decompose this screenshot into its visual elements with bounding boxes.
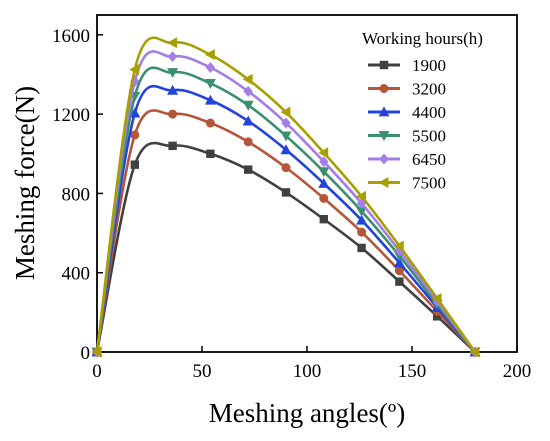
legend-item-5500: 5500 [368, 127, 446, 146]
series-4400 [91, 84, 481, 357]
data-point [356, 190, 366, 202]
data-point [357, 227, 367, 237]
legend-label: 6450 [412, 150, 446, 169]
series-7500 [91, 36, 480, 358]
legend-marker [379, 60, 389, 70]
data-point [319, 193, 329, 203]
data-point [205, 62, 216, 74]
data-point [318, 178, 330, 188]
legend-item-1900: 1900 [368, 56, 446, 75]
x-tick-label: 150 [398, 361, 427, 382]
legend-marker [378, 177, 389, 188]
y-axis-ticks: 0 400 800 1200 1600 [52, 26, 103, 364]
data-point [395, 277, 404, 286]
data-point [357, 243, 366, 253]
legend-item-3200: 3200 [368, 80, 446, 99]
legend-marker [378, 131, 390, 141]
legend-label: 1900 [412, 56, 446, 75]
data-point [242, 73, 253, 85]
data-point [167, 68, 179, 78]
data-point [168, 141, 177, 151]
x-tick-label: 100 [293, 361, 322, 382]
data-point [168, 109, 178, 119]
data-point [243, 85, 253, 97]
legend-item-6450: 6450 [368, 150, 446, 169]
y-tick-label: 800 [62, 184, 91, 205]
legend-label: 5500 [412, 127, 446, 146]
data-point [394, 245, 405, 257]
data-point [244, 165, 253, 174]
data-point [91, 346, 102, 358]
data-point [130, 75, 140, 87]
y-axis-title: Meshing force(N) [10, 86, 40, 280]
legend: Working hours(h) 1900 3200 4400 5500 6450 750… [362, 29, 483, 193]
data-point [167, 51, 178, 63]
data-point [393, 240, 404, 252]
legend-marker [379, 153, 389, 165]
data-point [280, 131, 292, 142]
data-point [318, 167, 330, 178]
data-point [356, 214, 368, 225]
y-tick-label: 0 [81, 343, 91, 364]
data-point [242, 100, 254, 111]
data-point [356, 206, 368, 217]
x-tick-label: 200 [503, 361, 532, 382]
data-point [433, 312, 442, 321]
legend-item-7500: 7500 [368, 174, 446, 193]
data-point [167, 84, 179, 95]
x-axis-ticks: 0 50 100 150 200 [92, 346, 531, 382]
data-point [204, 78, 216, 89]
legend-marker [379, 84, 389, 93]
data-point [280, 144, 292, 155]
legend-label: 3200 [412, 80, 446, 99]
data-point [469, 346, 480, 358]
x-axis-title: Meshing angles(º) [209, 398, 406, 428]
data-point [204, 49, 215, 61]
legend-label: 7500 [412, 174, 446, 193]
data-point [281, 163, 291, 173]
data-point [167, 37, 177, 49]
data-point [318, 147, 329, 159]
x-tick-label: 0 [92, 361, 102, 382]
data-point [394, 266, 404, 276]
data-point [129, 107, 141, 118]
legend-title: Working hours(h) [362, 29, 483, 48]
data-point [130, 130, 140, 140]
data-point [205, 118, 215, 128]
data-point [281, 188, 291, 197]
legend-marker [378, 106, 390, 117]
y-tick-label: 1600 [52, 26, 90, 47]
data-point [281, 117, 291, 129]
data-point [319, 214, 328, 224]
data-point [393, 257, 405, 268]
data-point [242, 115, 254, 126]
legend-label: 4400 [412, 103, 446, 122]
data-point [431, 292, 442, 304]
data-point [206, 149, 215, 158]
y-tick-label: 400 [62, 264, 91, 285]
legend-item-4400: 4400 [368, 103, 446, 122]
series-line [95, 141, 476, 353]
data-point [204, 94, 216, 105]
data-point [129, 64, 140, 76]
x-tick-label: 50 [193, 361, 212, 382]
y-tick-label: 1200 [52, 105, 90, 126]
data-point [319, 156, 329, 168]
data-point [130, 160, 139, 169]
series-layer [91, 36, 481, 358]
data-point [243, 137, 253, 147]
data-point [280, 106, 291, 118]
